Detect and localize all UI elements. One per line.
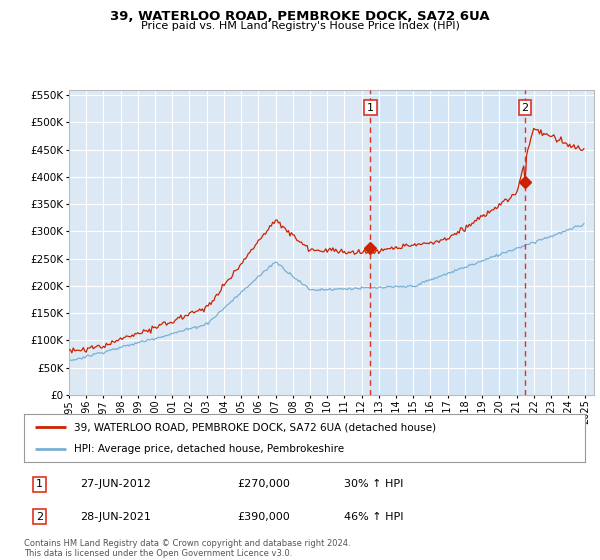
- Text: 27-JUN-2012: 27-JUN-2012: [80, 479, 151, 489]
- Text: 1: 1: [367, 102, 374, 113]
- Text: £390,000: £390,000: [237, 512, 290, 521]
- Text: Price paid vs. HM Land Registry's House Price Index (HPI): Price paid vs. HM Land Registry's House …: [140, 21, 460, 31]
- Text: 46% ↑ HPI: 46% ↑ HPI: [344, 512, 403, 521]
- Text: 2: 2: [521, 102, 529, 113]
- Text: Contains HM Land Registry data © Crown copyright and database right 2024.
This d: Contains HM Land Registry data © Crown c…: [24, 539, 350, 558]
- Text: 39, WATERLOO ROAD, PEMBROKE DOCK, SA72 6UA (detached house): 39, WATERLOO ROAD, PEMBROKE DOCK, SA72 6…: [74, 422, 437, 432]
- Text: £270,000: £270,000: [237, 479, 290, 489]
- Text: 39, WATERLOO ROAD, PEMBROKE DOCK, SA72 6UA: 39, WATERLOO ROAD, PEMBROKE DOCK, SA72 6…: [110, 10, 490, 23]
- Text: 30% ↑ HPI: 30% ↑ HPI: [344, 479, 403, 489]
- Text: 2: 2: [36, 512, 43, 521]
- Text: 28-JUN-2021: 28-JUN-2021: [80, 512, 151, 521]
- Bar: [370, 90, 525, 395]
- Text: 1: 1: [36, 479, 43, 489]
- Text: HPI: Average price, detached house, Pembrokeshire: HPI: Average price, detached house, Pemb…: [74, 444, 344, 454]
